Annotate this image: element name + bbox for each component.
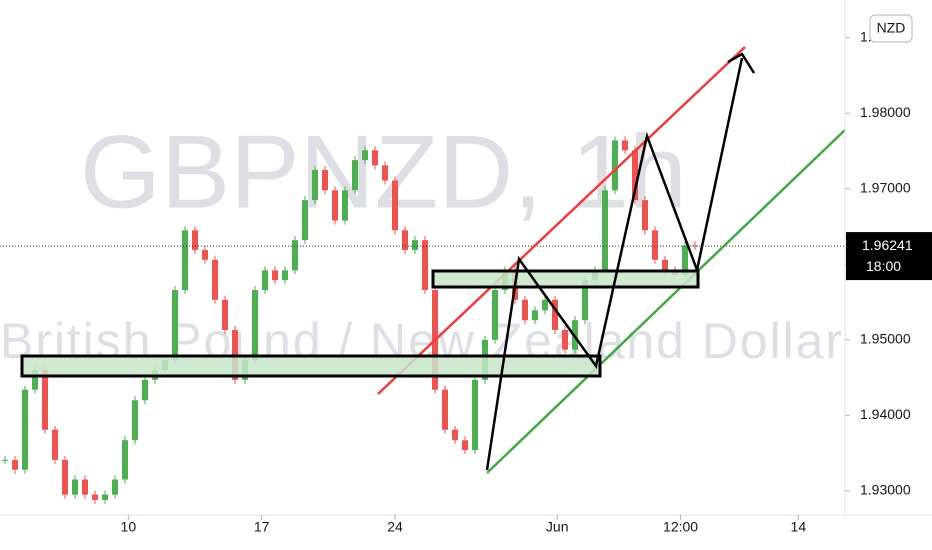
x-tick-label: 10 bbox=[121, 519, 137, 535]
candle bbox=[382, 165, 388, 181]
candle bbox=[692, 245, 698, 247]
candle bbox=[582, 280, 588, 321]
candle bbox=[562, 329, 568, 350]
candle bbox=[172, 289, 178, 361]
candle bbox=[602, 190, 608, 271]
projection-path bbox=[485, 57, 744, 471]
support-zone bbox=[20, 354, 602, 378]
y-tick-label: 1.95000 bbox=[860, 331, 911, 347]
candle bbox=[462, 440, 468, 451]
candle bbox=[142, 379, 148, 401]
y-tick-label: 1.93000 bbox=[860, 482, 911, 498]
candle bbox=[182, 230, 188, 290]
last-price-label: 1.96241 bbox=[862, 237, 913, 253]
candle bbox=[252, 289, 258, 361]
candle bbox=[62, 459, 68, 495]
candle bbox=[192, 230, 198, 250]
candle bbox=[42, 370, 48, 430]
candle bbox=[122, 440, 128, 480]
candle bbox=[492, 289, 498, 340]
upper-trendline bbox=[377, 46, 746, 395]
candle bbox=[362, 150, 368, 161]
candle bbox=[132, 400, 138, 441]
candle bbox=[282, 270, 288, 281]
candle bbox=[102, 494, 108, 500]
last-price-box bbox=[846, 232, 932, 281]
candle bbox=[402, 230, 408, 250]
candle bbox=[82, 479, 88, 495]
countdown-label: 18:00 bbox=[866, 258, 901, 274]
candle bbox=[392, 180, 398, 231]
candle bbox=[682, 245, 688, 275]
candle bbox=[2, 459, 8, 461]
candle bbox=[552, 299, 558, 330]
candle bbox=[322, 169, 328, 191]
candle bbox=[12, 459, 18, 470]
candle bbox=[442, 389, 448, 430]
candle bbox=[292, 240, 298, 271]
candle bbox=[452, 429, 458, 441]
candle bbox=[642, 200, 648, 231]
candle bbox=[632, 150, 638, 201]
candle bbox=[372, 150, 378, 166]
x-tick-label: 12:00 bbox=[663, 519, 698, 535]
x-tick-label: 24 bbox=[387, 519, 403, 535]
y-tick-label: 1.97000 bbox=[860, 179, 911, 195]
candle bbox=[472, 379, 478, 451]
y-tick-label: 1.94000 bbox=[860, 406, 911, 422]
lower-trendline bbox=[486, 129, 846, 474]
candle bbox=[272, 270, 278, 281]
candle bbox=[262, 270, 268, 290]
candle bbox=[72, 479, 78, 495]
x-tick-label: Jun bbox=[546, 519, 569, 535]
candle bbox=[662, 259, 668, 271]
candle bbox=[412, 240, 418, 250]
candle bbox=[612, 140, 618, 191]
candle bbox=[352, 160, 358, 191]
candle bbox=[532, 310, 538, 321]
candle bbox=[652, 230, 658, 260]
candle bbox=[212, 259, 218, 300]
x-tick-label: 14 bbox=[791, 519, 807, 535]
candle bbox=[522, 299, 528, 321]
candle bbox=[312, 169, 318, 201]
candle bbox=[342, 190, 348, 221]
candle bbox=[22, 389, 28, 470]
candle bbox=[92, 494, 98, 500]
candle bbox=[542, 299, 548, 311]
candle bbox=[622, 140, 628, 151]
resistance-zone bbox=[431, 269, 700, 289]
x-tick-label: 17 bbox=[254, 519, 270, 535]
y-tick-label: 1.98000 bbox=[860, 104, 911, 120]
arrow-head bbox=[727, 52, 756, 74]
candle bbox=[332, 190, 338, 221]
candle bbox=[112, 479, 118, 495]
currency-label: NZD bbox=[877, 20, 906, 36]
candle bbox=[422, 240, 428, 290]
candle bbox=[202, 249, 208, 260]
candle bbox=[52, 429, 58, 460]
currency-badge[interactable] bbox=[869, 14, 913, 43]
candle bbox=[302, 200, 308, 241]
candle bbox=[32, 370, 38, 390]
candle bbox=[222, 299, 228, 330]
